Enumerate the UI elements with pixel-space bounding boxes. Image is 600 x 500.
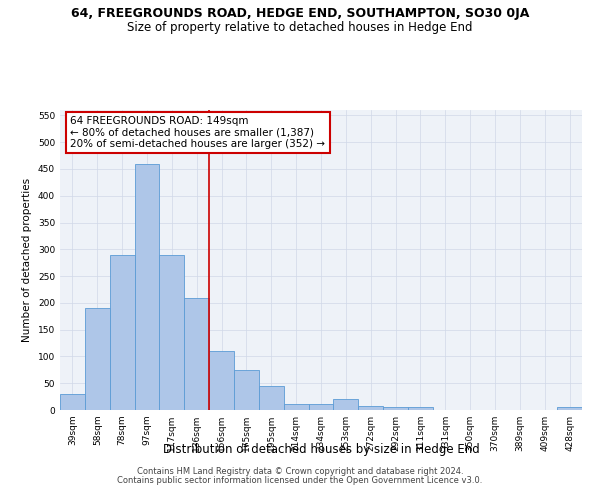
Bar bbox=[209, 351, 234, 410]
Bar bbox=[60, 394, 85, 410]
Text: Size of property relative to detached houses in Hedge End: Size of property relative to detached ho… bbox=[127, 21, 473, 34]
Text: Contains public sector information licensed under the Open Government Licence v3: Contains public sector information licen… bbox=[118, 476, 482, 485]
Bar bbox=[284, 404, 308, 410]
Bar bbox=[234, 370, 259, 410]
Bar bbox=[184, 298, 209, 410]
Bar bbox=[358, 406, 383, 410]
Bar bbox=[408, 408, 433, 410]
Bar bbox=[334, 400, 358, 410]
Bar bbox=[308, 404, 334, 410]
Bar bbox=[259, 386, 284, 410]
Bar bbox=[160, 254, 184, 410]
Bar bbox=[557, 408, 582, 410]
Y-axis label: Number of detached properties: Number of detached properties bbox=[22, 178, 32, 342]
Text: 64, FREEGROUNDS ROAD, HEDGE END, SOUTHAMPTON, SO30 0JA: 64, FREEGROUNDS ROAD, HEDGE END, SOUTHAM… bbox=[71, 8, 529, 20]
Bar bbox=[110, 254, 134, 410]
Bar bbox=[383, 408, 408, 410]
Bar bbox=[134, 164, 160, 410]
Text: Distribution of detached houses by size in Hedge End: Distribution of detached houses by size … bbox=[163, 442, 479, 456]
Text: 64 FREEGROUNDS ROAD: 149sqm
← 80% of detached houses are smaller (1,387)
20% of : 64 FREEGROUNDS ROAD: 149sqm ← 80% of det… bbox=[70, 116, 325, 149]
Text: Contains HM Land Registry data © Crown copyright and database right 2024.: Contains HM Land Registry data © Crown c… bbox=[137, 467, 463, 476]
Bar bbox=[85, 308, 110, 410]
